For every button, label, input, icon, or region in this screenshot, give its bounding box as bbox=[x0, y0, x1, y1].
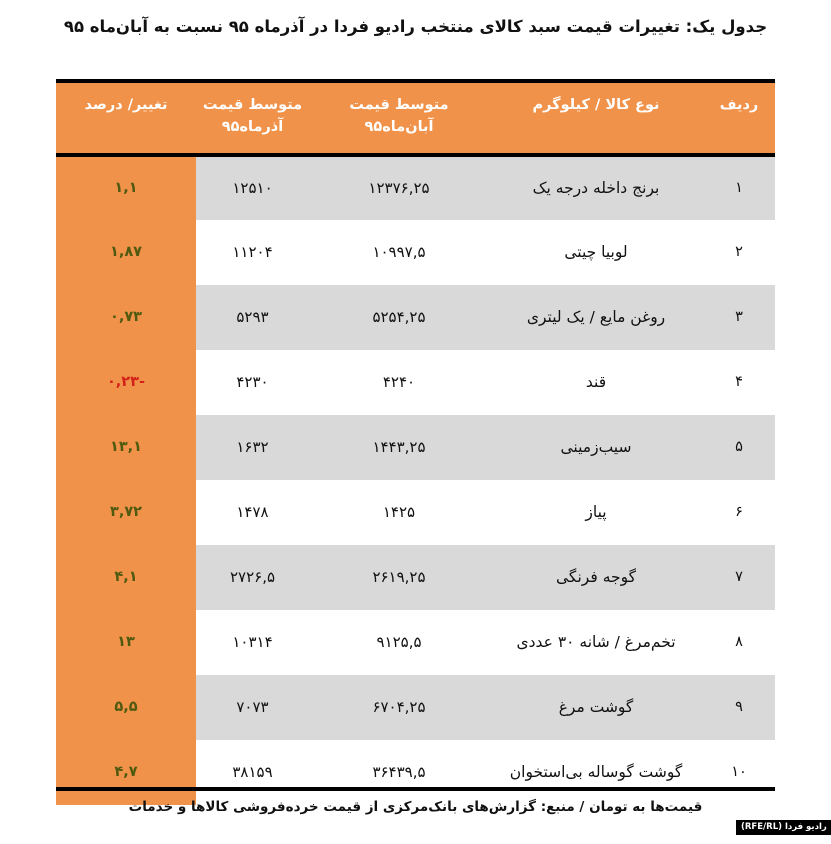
cell-aban-price: ۵۲۵۴,۲۵ bbox=[309, 284, 489, 350]
table-body: ۱ برنج داخله درجه یک ۱۲۳۷۶,۲۵ ۱۲۵۱۰ ۱,۱ ۲ لوبی… bbox=[56, 154, 775, 805]
column-header-azar-price: متوسط قیمت آذرماه۹۵ bbox=[196, 79, 309, 157]
table-row: ۹ گوشت مرغ ۶۷۰۴,۲۵ ۷۰۷۳ ۵,۵ bbox=[56, 674, 775, 740]
cell-row-number: ۲ bbox=[703, 219, 775, 285]
cell-product-name: پیاز bbox=[489, 479, 703, 545]
cell-product-name: تخم‌مرغ / شانه ۳۰ عددی bbox=[489, 609, 703, 675]
cell-change-percent: ۱۳,۱ bbox=[56, 414, 196, 480]
page-title-container: جدول یک: تغییرات قیمت سبد کالای منتخب را… bbox=[0, 0, 831, 40]
cell-aban-price: ۶۷۰۴,۲۵ bbox=[309, 674, 489, 740]
table-row: ۶ پیاز ۱۴۲۵ ۱۴۷۸ ۳,۷۲ bbox=[56, 479, 775, 545]
cell-aban-price: ۴۲۴۰ bbox=[309, 349, 489, 415]
table-row: ۸ تخم‌مرغ / شانه ۳۰ عددی ۹۱۲۵,۵ ۱۰۳۱۴ ۱۳ bbox=[56, 609, 775, 675]
cell-azar-price: ۲۷۲۶,۵ bbox=[196, 544, 309, 610]
cell-row-number: ۴ bbox=[703, 349, 775, 415]
cell-azar-price: ۷۰۷۳ bbox=[196, 674, 309, 740]
table-row: ۲ لوبیا چیتی ۱۰۹۹۷,۵ ۱۱۲۰۴ ۱,۸۷ bbox=[56, 219, 775, 285]
cell-azar-price: ۱۲۵۱۰ bbox=[196, 154, 309, 220]
cell-change-percent: ۵,۵ bbox=[56, 674, 196, 740]
cell-product-name: سیب‌زمینی bbox=[489, 414, 703, 480]
column-header-row-number: ردیف bbox=[703, 79, 775, 157]
cell-aban-price: ۲۶۱۹,۲۵ bbox=[309, 544, 489, 610]
cell-azar-price: ۱۶۳۲ bbox=[196, 414, 309, 480]
cell-change-percent: ۴,۷ bbox=[56, 739, 196, 805]
cell-change-percent: ۱,۸۷ bbox=[56, 219, 196, 285]
table-row: ۱۰ گوشت گوساله بی‌استخوان ۳۶۴۳۹,۵ ۳۸۱۵۹ ۴,۷ bbox=[56, 739, 775, 805]
cell-change-percent: ۱۳ bbox=[56, 609, 196, 675]
cell-row-number: ۳ bbox=[703, 284, 775, 350]
cell-azar-price: ۱۱۲۰۴ bbox=[196, 219, 309, 285]
table-row: ۱ برنج داخله درجه یک ۱۲۳۷۶,۲۵ ۱۲۵۱۰ ۱,۱ bbox=[56, 154, 775, 220]
table-header: ردیف نوع کالا / کیلوگرم متوسط قیمت آبان‌… bbox=[56, 79, 775, 157]
table-row: ۴ قند ۴۲۴۰ ۴۲۳۰ -۰,۲۳ bbox=[56, 349, 775, 415]
cell-product-name: گوشت گوساله بی‌استخوان bbox=[489, 739, 703, 805]
cell-product-name: گوشت مرغ bbox=[489, 674, 703, 740]
cell-row-number: ۱۰ bbox=[703, 739, 775, 805]
cell-change-percent: -۰,۲۳ bbox=[56, 349, 196, 415]
cell-product-name: لوبیا چیتی bbox=[489, 219, 703, 285]
cell-change-percent: ۱,۱ bbox=[56, 154, 196, 220]
page-title: جدول یک: تغییرات قیمت سبد کالای منتخب را… bbox=[63, 17, 768, 36]
cell-row-number: ۵ bbox=[703, 414, 775, 480]
column-header-azar-price-line2: آذرماه۹۵ bbox=[221, 118, 284, 135]
column-header-product: نوع کالا / کیلوگرم bbox=[489, 79, 703, 157]
cell-aban-price: ۱۴۲۵ bbox=[309, 479, 489, 545]
cell-row-number: ۸ bbox=[703, 609, 775, 675]
cell-row-number: ۶ bbox=[703, 479, 775, 545]
table-row: ۳ روغن مایع / یک لیتری ۵۲۵۴,۲۵ ۵۲۹۳ ۰,۷۳ bbox=[56, 284, 775, 350]
cell-product-name: قند bbox=[489, 349, 703, 415]
cell-row-number: ۹ bbox=[703, 674, 775, 740]
cell-change-percent: ۳,۷۲ bbox=[56, 479, 196, 545]
column-header-aban-price-line2: آبان‌ماه۹۵ bbox=[364, 118, 434, 135]
credit-badge: رادیو فردا (RFE/RL) bbox=[736, 820, 831, 835]
cell-azar-price: ۱۴۷۸ bbox=[196, 479, 309, 545]
price-table-container: ردیف نوع کالا / کیلوگرم متوسط قیمت آبان‌… bbox=[56, 79, 775, 805]
cell-azar-price: ۴۲۳۰ bbox=[196, 349, 309, 415]
cell-azar-price: ۱۰۳۱۴ bbox=[196, 609, 309, 675]
column-header-change-percent: تغییر/ درصد bbox=[56, 79, 196, 157]
price-table: ردیف نوع کالا / کیلوگرم متوسط قیمت آبان‌… bbox=[56, 79, 775, 805]
cell-aban-price: ۹۱۲۵,۵ bbox=[309, 609, 489, 675]
table-bottom-rule bbox=[56, 787, 775, 791]
cell-product-name: برنج داخله درجه یک bbox=[489, 154, 703, 220]
cell-aban-price: ۳۶۴۳۹,۵ bbox=[309, 739, 489, 805]
cell-aban-price: ۱۲۳۷۶,۲۵ bbox=[309, 154, 489, 220]
column-header-aban-price: متوسط قیمت آبان‌ماه۹۵ bbox=[309, 79, 489, 157]
cell-aban-price: ۱۰۹۹۷,۵ bbox=[309, 219, 489, 285]
cell-row-number: ۱ bbox=[703, 154, 775, 220]
cell-azar-price: ۵۲۹۳ bbox=[196, 284, 309, 350]
table-header-row: ردیف نوع کالا / کیلوگرم متوسط قیمت آبان‌… bbox=[56, 79, 775, 157]
cell-change-percent: ۰,۷۳ bbox=[56, 284, 196, 350]
cell-azar-price: ۳۸۱۵۹ bbox=[196, 739, 309, 805]
cell-row-number: ۷ bbox=[703, 544, 775, 610]
table-footnote: قیمت‌ها به تومان / منبع: گزارش‌های بانک‌… bbox=[128, 799, 703, 815]
cell-change-percent: ۴,۱ bbox=[56, 544, 196, 610]
table-row: ۷ گوجه فرنگی ۲۶۱۹,۲۵ ۲۷۲۶,۵ ۴,۱ bbox=[56, 544, 775, 610]
cell-product-name: روغن مایع / یک لیتری bbox=[489, 284, 703, 350]
table-row: ۵ سیب‌زمینی ۱۴۴۳,۲۵ ۱۶۳۲ ۱۳,۱ bbox=[56, 414, 775, 480]
column-header-aban-price-line1: متوسط قیمت bbox=[349, 97, 449, 113]
cell-product-name: گوجه فرنگی bbox=[489, 544, 703, 610]
cell-aban-price: ۱۴۴۳,۲۵ bbox=[309, 414, 489, 480]
column-header-azar-price-line1: متوسط قیمت bbox=[202, 97, 303, 113]
